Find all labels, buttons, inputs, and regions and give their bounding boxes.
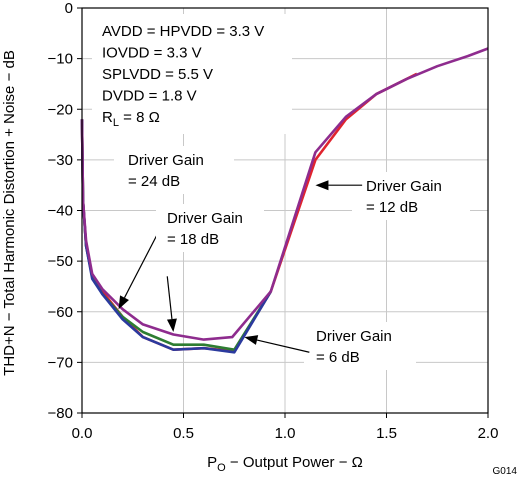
annotation-label: = 12 dB [366,199,418,216]
annotation-arrow [123,230,160,298]
y-tick-label: −80 [48,405,73,422]
annotation-label: Driver Gain [167,210,243,227]
annotation-label: = 6 dB [316,349,360,366]
y-tick-label: −50 [48,253,73,270]
condition-line: DVDD = 1.8 V [102,88,197,105]
condition-line: SPLVDD = 5.5 V [102,66,213,83]
condition-line: RL = 8 Ω [102,109,160,129]
annotation-arrowhead [118,295,129,310]
annotation-label: Driver Gain [366,178,442,195]
conditions-box [92,14,292,134]
x-axis-label: PO − Output Power − Ω [207,454,363,474]
x-tick-label: 0.0 [72,425,93,442]
condition-line: IOVDD = 3.3 V [102,45,202,62]
x-tick-label: 2.0 [478,425,499,442]
x-tick-label: 1.0 [275,425,296,442]
y-tick-label: 0 [65,0,73,17]
y-axis-label: THD+N − Total Harmonic Distortion + Nois… [1,50,18,376]
y-tick-label: −30 [48,152,73,169]
annotation-label: Driver Gain [316,328,392,345]
annotation-arrow [166,276,173,320]
annotation-arrowhead [244,335,259,345]
annotation-label: = 24 dB [128,173,180,190]
x-tick-label: 0.5 [173,425,194,442]
annotation-box [156,204,264,252]
annotation-arrowhead [166,318,177,332]
annotation-box [352,172,470,220]
annotation-box [304,322,416,370]
plot-frame [81,7,489,414]
series-line-4 [80,47,489,341]
x-tick-label: 1.5 [376,425,397,442]
annotations: Driver Gain = 24 dB Driver Gain = 18 dB Driv… [114,146,470,370]
tick-labels: 0.0 0.5 1.0 1.5 2.0 0 −10 −20 −30 −40 −50 −60 −70 −80 [48,0,499,442]
annotation-arrow [256,339,310,353]
annotation-arrowhead [315,180,329,191]
y-tick-label: −70 [48,354,73,371]
annotation-label: = 18 dB [167,231,219,248]
y-tick-label: −10 [48,51,73,68]
condition-line: AVDD = HPVDD = 3.3 V [102,23,264,40]
y-tick-label: −60 [48,304,73,321]
annotation-label: Driver Gain [128,152,204,169]
test-conditions: AVDD = HPVDD = 3.3 V IOVDD = 3.3 V SPLVDD … [92,14,292,134]
plot-area-border [81,7,489,414]
annotation-box [114,146,234,194]
figure-id: G014 [493,466,518,477]
y-tick-label: −40 [48,203,73,220]
series-lines [80,47,489,354]
y-tick-label: −20 [48,101,73,118]
